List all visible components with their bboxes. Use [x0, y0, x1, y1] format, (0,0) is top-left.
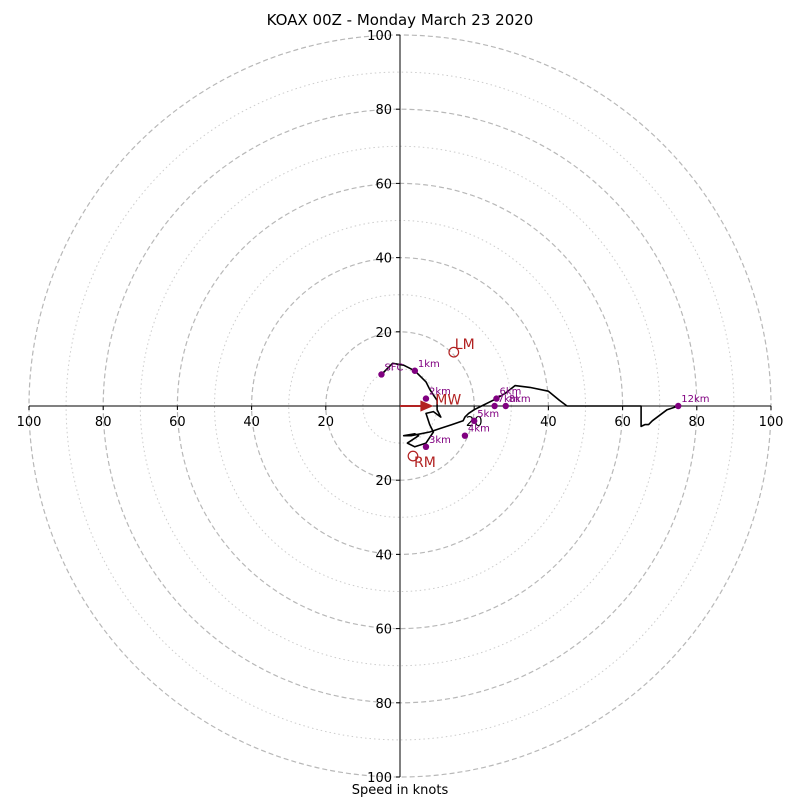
level-marker — [422, 443, 430, 451]
y-tick-label: 40 — [375, 548, 392, 563]
level-label: 5km — [477, 409, 499, 420]
hodograph-line — [380, 362, 679, 448]
y-tick-label: 80 — [375, 103, 392, 118]
storm-motion-label: LM — [455, 337, 475, 353]
level-label: 3km — [429, 435, 451, 446]
x-tick-label: 100 — [17, 415, 42, 430]
level-marker — [378, 371, 385, 378]
level-marker — [493, 395, 500, 402]
y-tick-label: 60 — [375, 623, 392, 638]
x-tick-label: 40 — [540, 415, 557, 430]
level-marker — [411, 367, 419, 374]
level-label: 4km — [468, 424, 490, 435]
x-tick-label: 80 — [689, 415, 706, 430]
y-tick-label: 60 — [375, 177, 392, 192]
y-tick-label: 100 — [367, 29, 392, 44]
x-tick-label: 100 — [759, 415, 784, 430]
level-marker — [422, 395, 430, 402]
x-tick-label: 80 — [95, 415, 112, 430]
level-marker — [491, 402, 498, 410]
level-marker — [471, 417, 478, 425]
level-marker — [502, 402, 509, 410]
chart-title: KOAX 00Z - Monday March 23 2020 — [266, 11, 534, 29]
hodograph-trace — [380, 362, 679, 448]
level-label: 1km — [418, 359, 440, 370]
storm-motion-marker — [407, 450, 419, 462]
level-label: 7km — [498, 394, 520, 405]
x-tick-label: 60 — [614, 415, 631, 430]
level-label: SFC — [384, 362, 403, 373]
level-label: 8km — [509, 394, 531, 405]
y-tick-label: 20 — [375, 474, 392, 489]
y-tick-label: 20 — [375, 326, 392, 341]
level-label: 6km — [499, 387, 521, 398]
level-label: 12km — [681, 394, 709, 405]
y-tick-label: 100 — [367, 771, 392, 786]
x-axis-label: Speed in knots — [351, 783, 449, 798]
y-tick-label: 80 — [375, 697, 392, 712]
level-marker — [675, 402, 682, 410]
level-marker — [461, 432, 469, 439]
level-label: 2km — [429, 387, 451, 398]
mean-wind-label: MW — [435, 392, 461, 408]
shear-arrowhead — [420, 400, 434, 412]
storm-motion-markers: LM RM MW — [407, 337, 475, 471]
tick-labels: 1008060402020406080100100806040202040608… — [17, 29, 784, 786]
storm-motion-marker — [448, 346, 460, 358]
storm-motion-label: RM — [414, 455, 436, 471]
x-tick-label: 60 — [169, 415, 186, 430]
y-tick-label: 40 — [375, 252, 392, 267]
x-tick-label: 20 — [318, 415, 335, 430]
x-tick-label: 40 — [243, 415, 260, 430]
